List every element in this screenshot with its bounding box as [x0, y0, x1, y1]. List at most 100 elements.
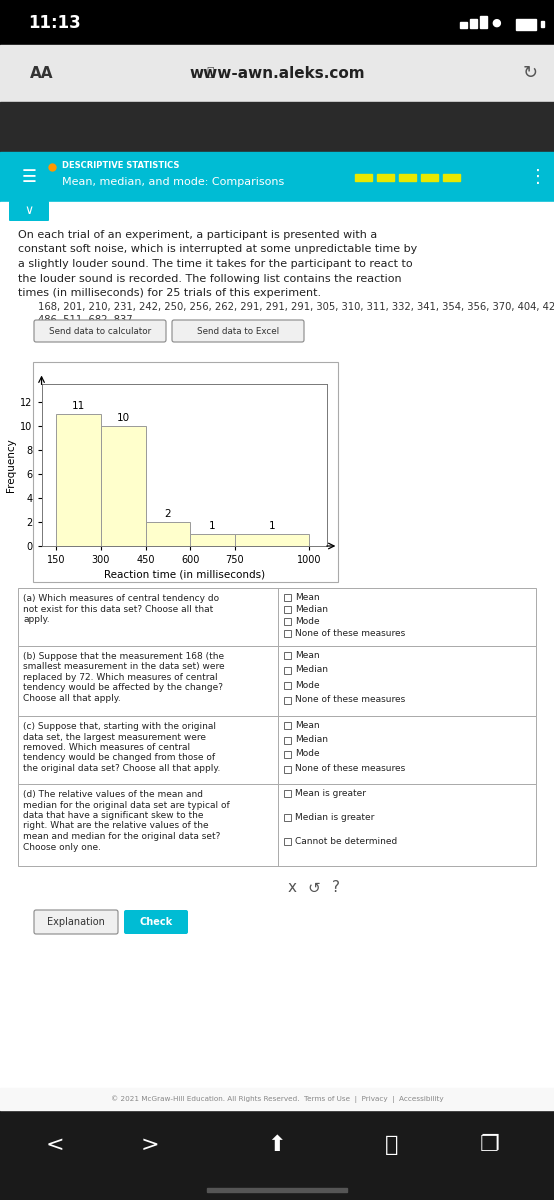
Text: ∨: ∨	[24, 204, 34, 217]
Bar	[190, 534, 235, 546]
Bar	[33, 362, 338, 582]
Bar	[284, 766, 291, 773]
Text: 486, 511, 682, 837: 486, 511, 682, 837	[38, 314, 132, 325]
Bar	[516, 19, 536, 30]
Bar	[515, 18, 541, 31]
FancyBboxPatch shape	[172, 320, 304, 342]
Bar	[421, 174, 438, 181]
Text: None of these measures: None of these measures	[295, 696, 405, 704]
Text: Median: Median	[295, 605, 328, 613]
Text: Mean: Mean	[295, 720, 320, 730]
Text: median for the original data set are typical of: median for the original data set are typ…	[23, 800, 230, 810]
Text: Mean: Mean	[295, 593, 320, 601]
Text: Choose only one.: Choose only one.	[23, 842, 101, 852]
Text: None of these measures: None of these measures	[295, 629, 405, 637]
Bar	[284, 630, 291, 637]
Text: Mode: Mode	[295, 680, 320, 690]
Text: ↺: ↺	[307, 881, 320, 895]
Bar	[207, 1188, 347, 1192]
Text: On each trial of an experiment, a participant is presented with a: On each trial of an experiment, a partic…	[18, 230, 377, 240]
Text: right. What are the relative values of the: right. What are the relative values of t…	[23, 822, 209, 830]
Text: replaced by 72. Which measures of central: replaced by 72. Which measures of centra…	[23, 673, 218, 682]
Text: tendency would be affected by the change?: tendency would be affected by the change…	[23, 684, 223, 692]
Text: ☰: ☰	[22, 168, 37, 186]
Bar	[460, 22, 467, 28]
Text: Mean, median, and mode: Comparisons: Mean, median, and mode: Comparisons	[62, 176, 284, 187]
Bar	[18, 716, 536, 784]
Bar	[284, 618, 291, 625]
Text: Cannot be determined: Cannot be determined	[295, 836, 397, 846]
Bar	[284, 722, 291, 728]
Text: times (in milliseconds) for 25 trials of this experiment.: times (in milliseconds) for 25 trials of…	[18, 288, 321, 298]
Text: constant soft noise, which is interrupted at some unpredictable time by: constant soft noise, which is interrupte…	[18, 245, 417, 254]
Bar	[470, 19, 477, 28]
Bar	[355, 174, 372, 181]
Text: Send data to calculator: Send data to calculator	[49, 326, 151, 336]
Text: mean and median for the original data set?: mean and median for the original data se…	[23, 832, 220, 841]
Text: © 2021 McGraw-Hill Education. All Rights Reserved.  Terms of Use  |  Privacy  | : © 2021 McGraw-Hill Education. All Rights…	[111, 1096, 443, 1103]
Bar	[0, 152, 554, 202]
Bar	[57, 414, 101, 546]
Bar	[18, 588, 536, 646]
Bar	[284, 737, 291, 744]
Bar	[480, 16, 487, 28]
Text: Median: Median	[295, 734, 328, 744]
Bar	[399, 174, 416, 181]
Text: 10: 10	[117, 413, 130, 422]
Text: ⋮: ⋮	[529, 168, 547, 186]
Text: the louder sound is recorded. The following list contains the reaction: the louder sound is recorded. The follow…	[18, 274, 402, 283]
Bar	[284, 790, 291, 797]
Bar	[18, 646, 536, 716]
Bar	[377, 174, 394, 181]
Text: apply.: apply.	[23, 614, 50, 624]
Text: 11: 11	[72, 401, 85, 410]
Text: www-awn.aleks.com: www-awn.aleks.com	[189, 66, 365, 80]
Text: Mean: Mean	[295, 650, 320, 660]
Bar	[284, 594, 291, 601]
Text: Mode: Mode	[295, 617, 320, 625]
Bar	[284, 814, 291, 821]
Bar	[284, 751, 291, 758]
Text: data set, the largest measurement were: data set, the largest measurement were	[23, 732, 206, 742]
Text: Mean is greater: Mean is greater	[295, 788, 366, 798]
Text: x: x	[288, 881, 296, 895]
Text: (b) Suppose that the measurement 168 (the: (b) Suppose that the measurement 168 (th…	[23, 652, 224, 661]
Text: a slightly louder sound. The time it takes for the participant to react to: a slightly louder sound. The time it tak…	[18, 259, 413, 269]
Bar	[0, 1110, 554, 1200]
Text: data that have a significant skew to the: data that have a significant skew to the	[23, 811, 203, 820]
Text: (a) Which measures of central tendency do: (a) Which measures of central tendency d…	[23, 594, 219, 602]
Text: Send data to Excel: Send data to Excel	[197, 326, 279, 336]
Bar	[284, 652, 291, 659]
Text: ❐: ❐	[480, 1135, 500, 1154]
Bar	[284, 667, 291, 674]
Bar	[541, 20, 544, 26]
Text: Median: Median	[295, 666, 328, 674]
Bar	[0, 0, 554, 44]
Text: tendency would be changed from those of: tendency would be changed from those of	[23, 754, 215, 762]
Text: the original data set? Choose all that apply.: the original data set? Choose all that a…	[23, 764, 220, 773]
Text: 📖: 📖	[386, 1135, 399, 1154]
Text: 168, 201, 210, 231, 242, 250, 256, 262, 291, 291, 291, 305, 310, 311, 332, 341, : 168, 201, 210, 231, 242, 250, 256, 262, …	[38, 302, 554, 312]
Bar	[146, 522, 190, 546]
Text: ↻: ↻	[522, 64, 537, 82]
Text: None of these measures: None of these measures	[295, 764, 405, 773]
Text: Median is greater: Median is greater	[295, 812, 375, 822]
Text: <: <	[45, 1135, 64, 1154]
Text: not exist for this data set? Choose all that: not exist for this data set? Choose all …	[23, 605, 213, 613]
Text: (c) Suppose that, starting with the original: (c) Suppose that, starting with the orig…	[23, 722, 216, 731]
Text: ●: ●	[491, 18, 501, 28]
Bar	[0, 1088, 554, 1110]
Bar	[284, 838, 291, 845]
Bar	[0, 102, 554, 152]
Bar	[443, 174, 460, 181]
FancyBboxPatch shape	[34, 910, 118, 934]
Bar	[18, 784, 536, 866]
Text: 🔒: 🔒	[206, 66, 214, 79]
Text: Explanation: Explanation	[47, 917, 105, 926]
Bar	[0, 202, 554, 1110]
Bar	[284, 697, 291, 704]
Text: ?: ?	[332, 881, 340, 895]
Text: removed. Which measures of central: removed. Which measures of central	[23, 743, 190, 752]
Text: >: >	[141, 1135, 160, 1154]
Y-axis label: Frequency: Frequency	[6, 438, 16, 492]
